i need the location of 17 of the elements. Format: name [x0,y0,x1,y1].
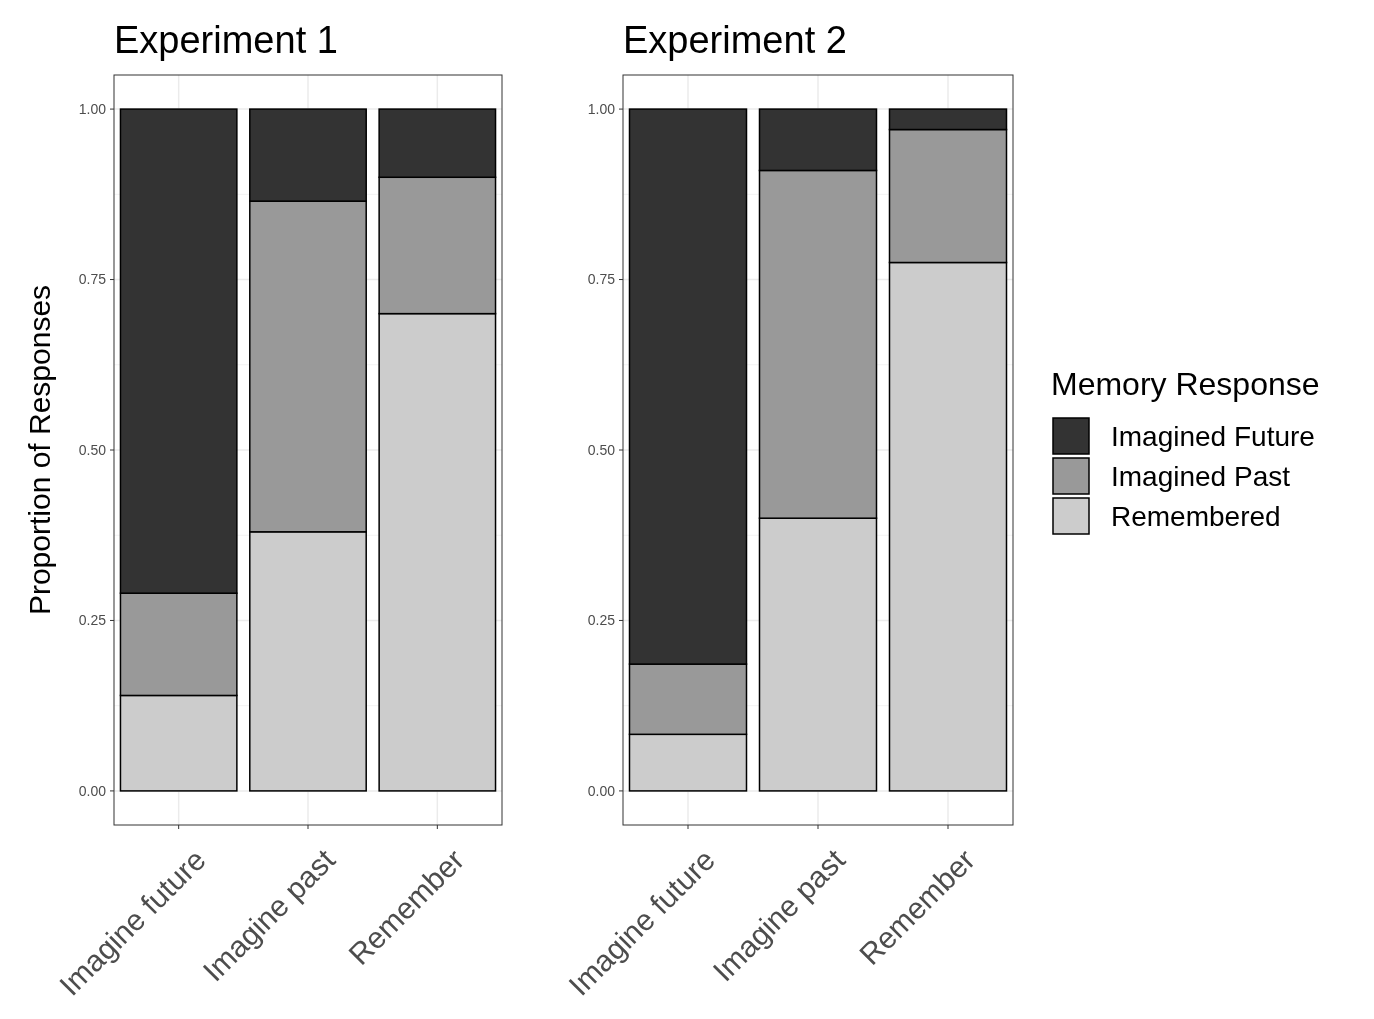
y-tick-label: 1.00 [78,100,107,117]
chart-title: Experiment 2 [623,19,847,61]
y-tick-label: 0.50 [587,441,616,458]
y-tick-label: 0.50 [78,441,107,458]
y-tick-label: 0.00 [587,782,616,799]
y-tick-label: 0.00 [78,782,107,799]
y-tick-label: 0.75 [587,271,616,288]
legend-title: Memory Response [1051,366,1320,403]
y-tick-label: 1.00 [587,100,616,117]
y-tick-label: 0.25 [587,612,616,629]
y-tick-label: 0.25 [78,612,107,629]
legend-label: Remembered [1111,500,1281,532]
y-axis-title: Proportion of Responses [23,284,56,616]
y-tick-label: 0.75 [78,271,107,288]
legend-label: Imagined Future [1111,420,1315,452]
chart-title: Experiment 1 [114,19,338,61]
legend-label: Imagined Past [1111,460,1291,492]
